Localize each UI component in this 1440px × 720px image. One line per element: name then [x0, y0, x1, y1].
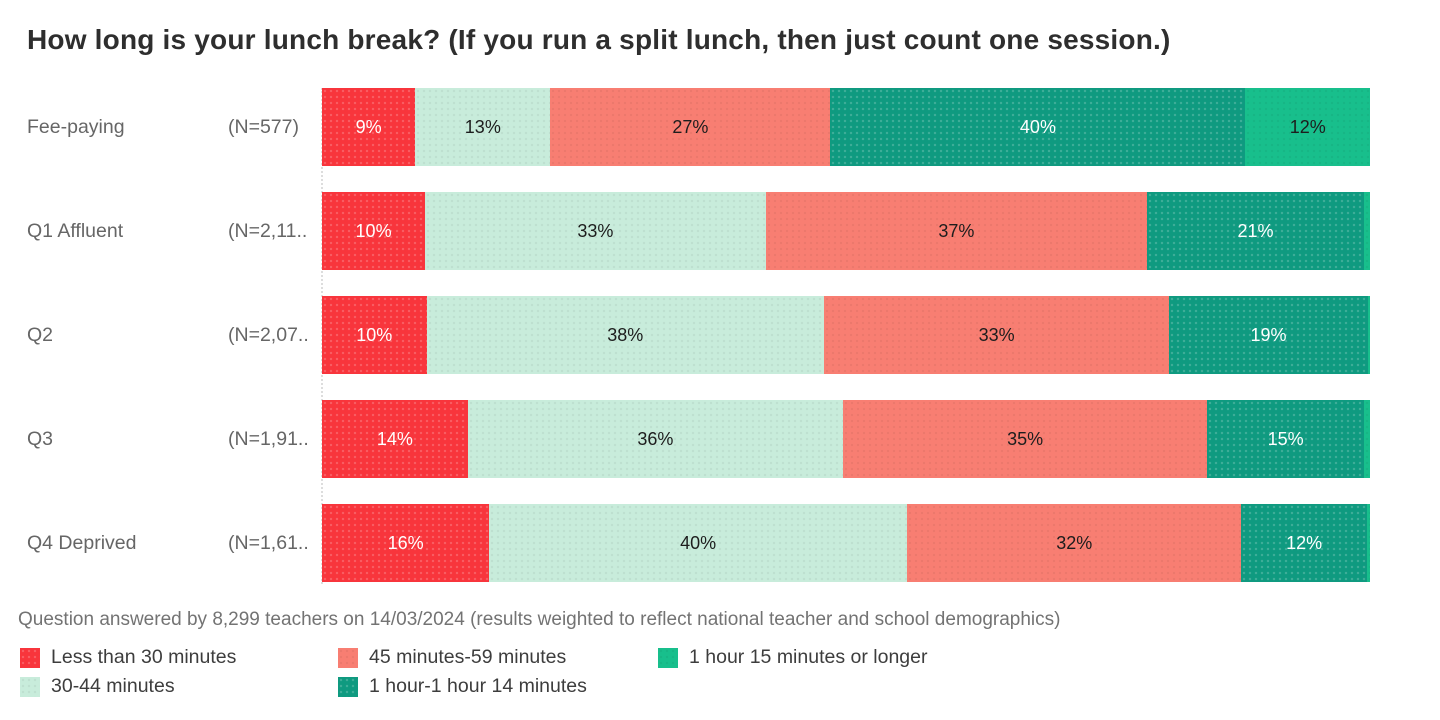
bar-segment-30-44-min: 38% — [426, 296, 825, 374]
legend-swatch — [20, 676, 40, 697]
bar-segment-less-than-30-min: 16% — [322, 504, 490, 582]
chart-footnote: Question answered by 8,299 teachers on 1… — [18, 609, 1061, 630]
bar-segment-1hr-1hr14: 12% — [1241, 504, 1367, 582]
category-label: Q4 Deprived — [27, 531, 137, 554]
sample-size-label: (N=577) — [228, 115, 299, 138]
category-label: Q2 — [27, 323, 54, 346]
legend-label: 30-44 minutes — [51, 675, 175, 697]
bar-segment-45-59-min: 32% — [907, 504, 1242, 582]
bar-segment-1hr15-or-longer — [1363, 400, 1370, 478]
chart-rows: Fee-paying (N=577) 9% 13% 27% 40% 12% Q1 Aff… — [0, 88, 1440, 608]
category-label: Fee-paying — [27, 115, 125, 138]
legend-label: Less than 30 minutes — [51, 646, 237, 668]
bar-segment-1hr-1hr14: 15% — [1207, 400, 1364, 478]
sample-size-label: (N=2,11.. — [228, 219, 308, 242]
bar-segment-45-59-min: 37% — [765, 192, 1148, 270]
bar-segment-1hr-1hr14: 19% — [1169, 296, 1368, 374]
stacked-bar: 10% 33% 37% 21% — [322, 192, 1370, 270]
bar-segment-1hr-1hr14: 21% — [1147, 192, 1364, 270]
bar-segment-less-than-30-min: 10% — [322, 192, 426, 270]
bar-segment-less-than-30-min: 14% — [322, 400, 468, 478]
chart-row: Q4 Deprived (N=1,61.. 16% 40% 32% 12% — [0, 504, 1440, 582]
stacked-bar: 14% 36% 35% 15% — [322, 400, 1370, 478]
bar-segment-1hr15-or-longer: 12% — [1245, 88, 1370, 166]
category-label: Q3 — [27, 427, 54, 450]
legend-item-1hr15-or-longer: 1 hour 15 minutes or longer — [658, 646, 928, 668]
bar-segment-less-than-30-min: 10% — [322, 296, 427, 374]
legend-swatch — [338, 676, 358, 697]
bar-segment-45-59-min: 35% — [842, 400, 1208, 478]
legend-swatch — [20, 647, 40, 668]
chart-row: Q2 (N=2,07.. 10% 38% 33% 19% — [0, 296, 1440, 374]
chart-row: Q3 (N=1,91.. 14% 36% 35% 15% — [0, 400, 1440, 478]
bar-segment-1hr15-or-longer — [1363, 192, 1370, 270]
category-label: Q1 Affluent — [27, 219, 124, 242]
legend-item-30-44-min: 30-44 minutes — [20, 675, 338, 697]
bar-segment-1hr15-or-longer — [1366, 504, 1370, 582]
stacked-bar: 10% 38% 33% 19% — [322, 296, 1370, 374]
chart-title: How long is your lunch break? (If you ru… — [27, 24, 1171, 55]
chart-legend: Less than 30 minutes 30-44 minutes 45 mi… — [20, 646, 928, 697]
bar-segment-30-44-min: 33% — [425, 192, 766, 270]
sample-size-label: (N=2,07.. — [228, 323, 309, 346]
bar-segment-1hr15-or-longer — [1367, 296, 1370, 374]
sample-size-label: (N=1,91.. — [228, 427, 309, 450]
stacked-bar: 9% 13% 27% 40% 12% — [322, 88, 1370, 166]
legend-item-1hr-1hr14: 1 hour-1 hour 14 minutes — [338, 675, 658, 697]
legend-swatch — [658, 647, 678, 668]
stacked-bar: 16% 40% 32% 12% — [322, 504, 1370, 582]
legend-item-less-than-30-min: Less than 30 minutes — [20, 646, 338, 668]
legend-item-45-59-min: 45 minutes-59 minutes — [338, 646, 658, 668]
legend-label: 1 hour-1 hour 14 minutes — [369, 675, 587, 697]
bar-segment-1hr-1hr14: 40% — [830, 88, 1246, 166]
bar-segment-45-59-min: 33% — [824, 296, 1170, 374]
bar-segment-45-59-min: 27% — [550, 88, 831, 166]
legend-label: 45 minutes-59 minutes — [369, 646, 567, 668]
legend-swatch — [338, 647, 358, 668]
chart-row: Fee-paying (N=577) 9% 13% 27% 40% 12% — [0, 88, 1440, 166]
bar-segment-30-44-min: 13% — [415, 88, 551, 166]
bar-segment-30-44-min: 40% — [489, 504, 908, 582]
chart-row: Q1 Affluent (N=2,11.. 10% 33% 37% 21% — [0, 192, 1440, 270]
bar-segment-30-44-min: 36% — [467, 400, 843, 478]
legend-label: 1 hour 15 minutes or longer — [689, 646, 928, 668]
bar-segment-less-than-30-min: 9% — [322, 88, 416, 166]
sample-size-label: (N=1,61.. — [228, 531, 309, 554]
